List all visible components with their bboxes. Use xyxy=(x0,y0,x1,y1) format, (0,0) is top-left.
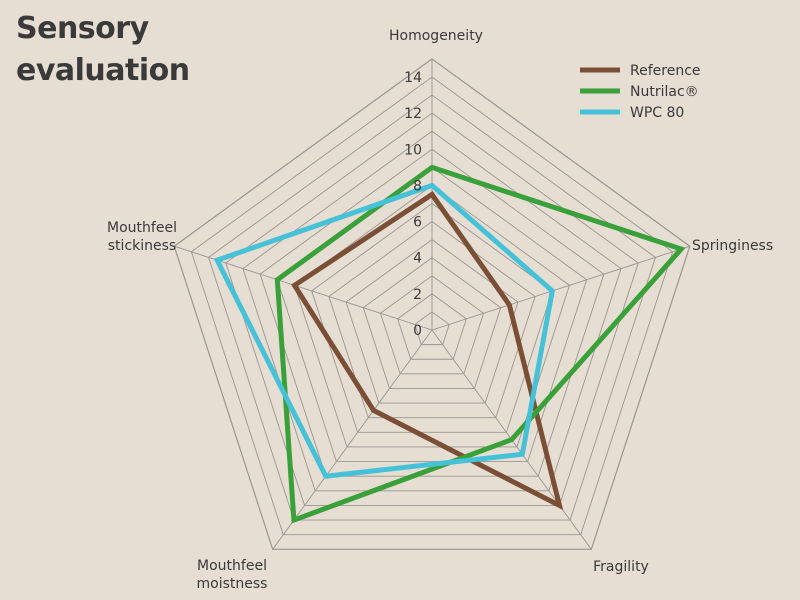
grid-ring xyxy=(362,257,502,389)
legend-label: Nutrilac® xyxy=(630,84,699,100)
tick-label: 8 xyxy=(413,178,422,194)
grid-ring xyxy=(242,130,622,492)
legend-label: WPC 80 xyxy=(630,105,684,121)
series-nutrilac-polygon xyxy=(274,164,686,524)
grid-ring xyxy=(397,293,467,360)
tick-label: 12 xyxy=(404,106,422,122)
radar-grid xyxy=(173,58,691,550)
tick-label: 4 xyxy=(413,251,422,267)
axis-label: Mouthfeel stickiness xyxy=(107,220,177,254)
radar-series xyxy=(213,164,686,524)
grid-ring xyxy=(259,148,605,477)
series-wpc-80-polygon xyxy=(213,182,556,479)
title-line-2: evaluation xyxy=(16,53,190,88)
grid-spoke xyxy=(431,245,690,331)
grid-ring xyxy=(173,58,691,550)
axis-label: Mouthfeel moistness xyxy=(197,558,268,592)
chart-title: Sensory evaluation xyxy=(16,8,190,92)
grid-ring xyxy=(345,239,519,404)
radial-tick-labels: 0 2 4 6 8 10 12 14 xyxy=(404,70,422,339)
tick-label: 10 xyxy=(404,142,422,158)
axis-label: Fragility xyxy=(593,559,649,575)
tick-label: 0 xyxy=(413,323,422,339)
grid-ring xyxy=(225,112,639,506)
grid-ring xyxy=(414,311,450,346)
axis-labels: Homogeneity Springiness Fragility Mouthfeel… xyxy=(107,28,773,592)
legend-label: Reference xyxy=(630,63,701,79)
title-line-1: Sensory xyxy=(16,11,149,46)
grid-ring xyxy=(328,221,536,419)
tick-label: 2 xyxy=(413,287,422,303)
grid-ring xyxy=(379,275,485,375)
tick-label: 6 xyxy=(413,215,422,231)
grid-spoke xyxy=(272,329,433,550)
legend: Reference Nutrilac® WPC 80 xyxy=(580,63,701,121)
tick-label: 14 xyxy=(404,70,422,86)
axis-label: Homogeneity xyxy=(389,28,483,44)
axis-label: Springiness xyxy=(692,238,773,254)
grid-ring xyxy=(190,76,674,536)
